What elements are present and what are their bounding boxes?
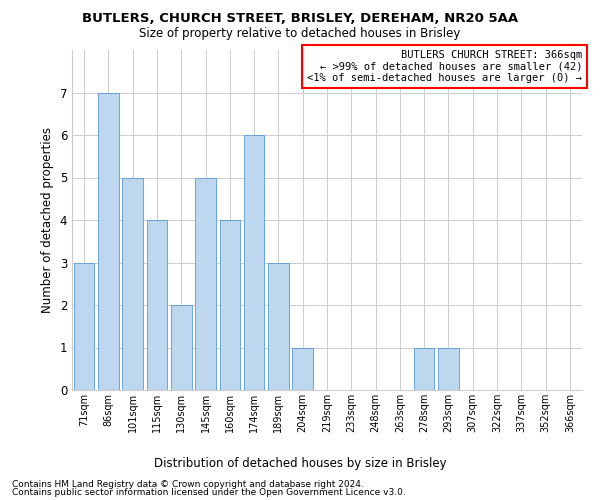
Bar: [244, 135, 265, 390]
Text: Distribution of detached houses by size in Brisley: Distribution of detached houses by size …: [154, 458, 446, 470]
Bar: [438, 348, 459, 390]
Bar: [74, 262, 94, 390]
Bar: [195, 178, 216, 390]
Text: BUTLERS, CHURCH STREET, BRISLEY, DEREHAM, NR20 5AA: BUTLERS, CHURCH STREET, BRISLEY, DEREHAM…: [82, 12, 518, 26]
Bar: [98, 92, 119, 390]
Text: BUTLERS CHURCH STREET: 366sqm
← >99% of detached houses are smaller (42)
<1% of : BUTLERS CHURCH STREET: 366sqm ← >99% of …: [307, 50, 582, 83]
Text: Size of property relative to detached houses in Brisley: Size of property relative to detached ho…: [139, 28, 461, 40]
Bar: [146, 220, 167, 390]
Bar: [292, 348, 313, 390]
Bar: [171, 305, 191, 390]
Bar: [268, 262, 289, 390]
Bar: [414, 348, 434, 390]
Text: Contains public sector information licensed under the Open Government Licence v3: Contains public sector information licen…: [12, 488, 406, 497]
Y-axis label: Number of detached properties: Number of detached properties: [41, 127, 54, 313]
Bar: [122, 178, 143, 390]
Bar: [220, 220, 240, 390]
Text: Contains HM Land Registry data © Crown copyright and database right 2024.: Contains HM Land Registry data © Crown c…: [12, 480, 364, 489]
